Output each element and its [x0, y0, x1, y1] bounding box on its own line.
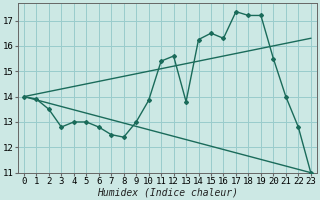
- X-axis label: Humidex (Indice chaleur): Humidex (Indice chaleur): [97, 187, 238, 197]
